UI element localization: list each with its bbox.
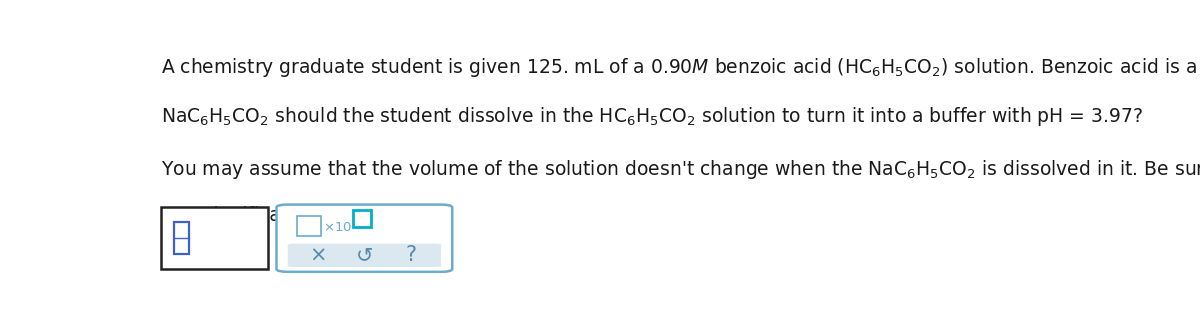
Text: ×: ×	[308, 245, 326, 265]
FancyBboxPatch shape	[353, 210, 371, 227]
Text: ↺: ↺	[355, 245, 373, 265]
Text: A chemistry graduate student is given 125. mL of a 0.90$\mathit{M}$ benzoic acid: A chemistry graduate student is given 12…	[161, 54, 1200, 80]
FancyBboxPatch shape	[288, 244, 442, 267]
FancyBboxPatch shape	[296, 216, 322, 236]
Text: to 2 significant digits.: to 2 significant digits.	[161, 206, 364, 225]
Text: $\mathrm{NaC_6H_5CO_2}$ should the student dissolve in the $\mathrm{HC_6H_5CO_2}: $\mathrm{NaC_6H_5CO_2}$ should the stude…	[161, 105, 1144, 128]
Text: $\times$10: $\times$10	[323, 222, 352, 234]
Text: ?: ?	[406, 245, 416, 265]
FancyBboxPatch shape	[161, 208, 268, 269]
Text: You may assume that the volume of the solution doesn't change when the $\mathrm{: You may assume that the volume of the so…	[161, 158, 1200, 181]
FancyBboxPatch shape	[174, 222, 190, 254]
FancyBboxPatch shape	[276, 205, 452, 272]
